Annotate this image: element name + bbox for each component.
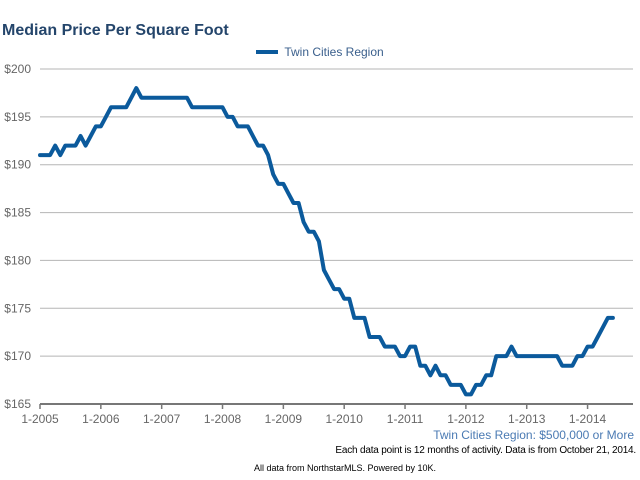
x-tick-label: 1-2010: [326, 412, 364, 426]
x-tick-label: 1-2012: [447, 412, 485, 426]
source-credit: All data from NorthstarMLS. Powered by 1…: [253, 463, 437, 473]
y-tick-label: $165: [4, 397, 31, 411]
x-tick-label: 1-2013: [508, 412, 546, 426]
chart-subtitle: Twin Cities Region: $500,000 or More: [433, 428, 634, 442]
data-note: Each data point is 12 months of activity…: [335, 445, 636, 456]
legend: Twin Cities Region: [0, 45, 640, 59]
x-tick-label: 1-2014: [569, 412, 607, 426]
y-tick-label: $190: [4, 158, 31, 172]
x-tick-label: 1-2007: [143, 412, 181, 426]
x-tick-label: 1-2011: [387, 412, 424, 426]
x-tick-label: 1-2009: [265, 412, 303, 426]
y-tick-label: $185: [4, 206, 31, 220]
series-line: [38, 86, 615, 397]
x-tick-label: 1-2008: [204, 412, 242, 426]
y-tick-label: $195: [4, 110, 31, 124]
y-tick-label: $200: [4, 62, 31, 76]
x-tick-label: 1-2005: [21, 412, 59, 426]
y-tick-label: $180: [4, 253, 31, 267]
x-tick-label: 1-2006: [82, 412, 120, 426]
legend-swatch: [256, 49, 279, 54]
chart-title: Median Price Per Square Foot: [2, 22, 229, 39]
y-tick-label: $175: [4, 301, 31, 315]
y-tick-label: $170: [4, 349, 31, 363]
legend-label: Twin Cities Region: [284, 45, 384, 59]
